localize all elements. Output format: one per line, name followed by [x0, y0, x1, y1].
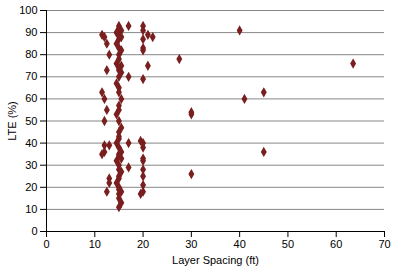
svg-text:70: 70 [378, 238, 390, 250]
svg-text:20: 20 [137, 238, 149, 250]
svg-text:10: 10 [25, 203, 37, 215]
svg-text:0: 0 [31, 225, 37, 237]
svg-text:LTE (%): LTE (%) [6, 101, 18, 141]
svg-text:20: 20 [25, 181, 37, 193]
svg-text:30: 30 [25, 159, 37, 171]
svg-text:30: 30 [185, 238, 197, 250]
svg-text:70: 70 [25, 70, 37, 82]
svg-text:40: 40 [25, 137, 37, 149]
svg-text:50: 50 [25, 115, 37, 127]
svg-text:50: 50 [282, 238, 294, 250]
svg-text:90: 90 [25, 26, 37, 38]
svg-text:60: 60 [25, 92, 37, 104]
svg-text:100: 100 [19, 4, 37, 16]
svg-text:80: 80 [25, 48, 37, 60]
svg-text:Layer Spacing (ft): Layer Spacing (ft) [172, 254, 259, 266]
svg-text:40: 40 [234, 238, 246, 250]
svg-text:0: 0 [43, 238, 49, 250]
svg-text:10: 10 [89, 238, 101, 250]
svg-text:60: 60 [330, 238, 342, 250]
